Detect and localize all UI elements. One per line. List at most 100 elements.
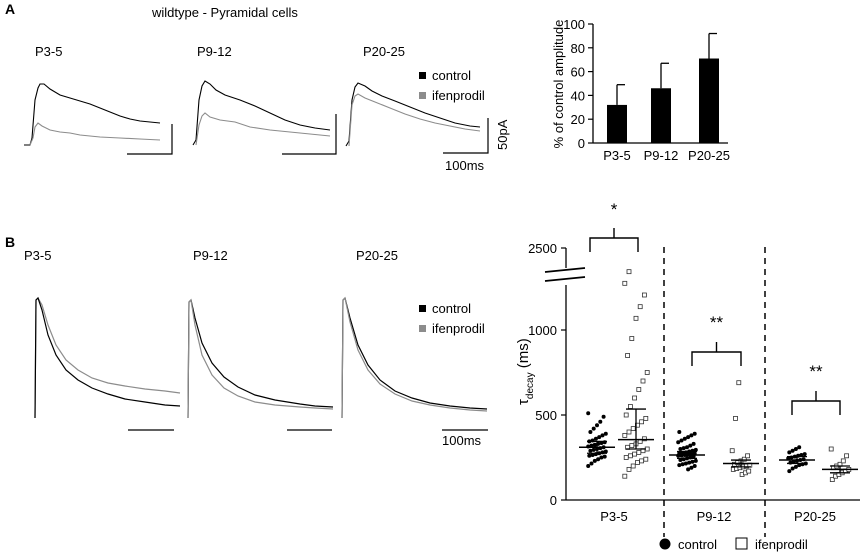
scatter-category-label: P9-12	[697, 509, 732, 524]
panel-a-legend: control ifenprodil	[419, 68, 485, 103]
trace-b2-ifenprodil	[187, 298, 334, 419]
bar-P20-25	[699, 58, 719, 144]
trace-a1-ifenprodil	[29, 122, 161, 146]
bar-P3-5	[607, 104, 627, 143]
ifenprodil-point	[829, 477, 835, 483]
control-point	[602, 454, 607, 459]
bar-category-label: P20-25	[688, 148, 730, 163]
trace-a2-control	[192, 80, 331, 146]
control-point	[603, 431, 608, 436]
panel-b-legend: control ifenprodil	[419, 301, 485, 336]
control-point	[599, 455, 604, 460]
control-point	[793, 447, 798, 451]
ifenprodil-point	[629, 336, 635, 341]
control-point	[599, 441, 604, 446]
control-point	[597, 435, 602, 440]
legend-b-ifenprodil-label: ifenprodil	[432, 321, 485, 336]
ifenprodil-point	[630, 463, 636, 469]
control-point	[593, 436, 598, 441]
control-point	[588, 430, 593, 434]
control-point	[678, 447, 683, 451]
ifenprodil-point	[643, 415, 649, 421]
control-point	[689, 433, 694, 438]
scatter-ytick-label: 500	[535, 408, 557, 423]
legend-a-ifenprodil-label: ifenprodil	[432, 88, 485, 103]
ifenprodil-point	[741, 456, 747, 462]
control-point	[787, 469, 792, 474]
control-point	[693, 458, 698, 463]
bar-ytick-label: 60	[571, 65, 585, 80]
trace-a3-control	[345, 82, 481, 147]
scale-current-label: 50pA	[495, 119, 510, 150]
scatter-legend-control-label: control	[678, 537, 717, 552]
ifenprodil-point	[746, 468, 752, 474]
ifenprodil-point	[626, 466, 632, 472]
scale-bar-a2	[282, 114, 337, 155]
panel-a-traces	[24, 80, 481, 147]
significance-bracket	[589, 228, 639, 252]
ifenprodil-point	[745, 453, 750, 459]
ifenprodil-point	[840, 458, 846, 464]
ifenprodil-point	[622, 473, 628, 479]
ifenprodil-point	[632, 451, 637, 457]
ifenprodil-point	[636, 449, 642, 455]
significance-marker: **	[809, 362, 823, 381]
scale-time-label-b: 100ms	[442, 433, 482, 448]
ifenprodil-point	[622, 280, 628, 286]
panel-a-age-label-2: P9-12	[197, 44, 232, 59]
control-point	[586, 411, 591, 416]
control-point	[685, 445, 689, 450]
significance-marker: **	[710, 313, 724, 332]
bar-ytick-label: 20	[571, 112, 585, 127]
control-point	[596, 457, 601, 462]
ifenprodil-point	[736, 380, 742, 386]
panel-a-age-label-1: P3-5	[35, 44, 62, 59]
ifenprodil-point	[628, 453, 633, 459]
scatter-axis-break-1	[544, 267, 586, 273]
legend-a-control-marker	[419, 72, 426, 79]
control-point	[799, 452, 804, 457]
ifenprodil-point	[828, 446, 834, 452]
panel-a-title: wildtype - Pyramidal cells	[151, 5, 298, 20]
scatter-category-label: P20-25	[794, 509, 836, 524]
control-point	[677, 463, 682, 468]
scatter-ylabel: τdecay (ms)	[515, 338, 536, 405]
control-point	[677, 430, 682, 434]
ifenprodil-point	[629, 443, 635, 449]
control-point	[682, 436, 687, 441]
control-point	[586, 464, 591, 468]
scatter-ylabel-suffix: (ms)	[515, 338, 532, 372]
control-point	[592, 442, 597, 447]
ifenprodil-point	[636, 387, 642, 392]
ifenprodil-point	[633, 315, 639, 321]
ifenprodil-point	[642, 292, 647, 298]
panel-b-traces	[34, 296, 488, 419]
control-point	[691, 441, 696, 446]
ifenprodil-point	[644, 370, 650, 375]
control-point	[687, 460, 692, 465]
ifenprodil-point	[626, 429, 632, 435]
bar-ytick-label: 100	[563, 17, 585, 32]
trace-b3-ifenprodil	[341, 296, 488, 419]
ifenprodil-point	[623, 412, 629, 418]
scatter-ytick-label: 0	[550, 493, 557, 508]
panel-a-label: A	[5, 1, 15, 17]
trace-b3-control	[341, 296, 488, 419]
panel-b-label: B	[5, 234, 15, 250]
ifenprodil-point	[622, 432, 628, 438]
control-point	[797, 445, 802, 450]
trace-b2-control	[187, 298, 334, 419]
ifenprodil-point	[639, 458, 644, 464]
scatter-axis-break-2	[544, 276, 586, 282]
panel-b-age-label-3: P20-25	[356, 248, 398, 263]
control-point	[600, 433, 605, 438]
control-point	[591, 447, 596, 452]
scatter-ytick-label: 2500	[528, 241, 557, 256]
control-point	[591, 426, 596, 431]
control-point	[603, 449, 608, 454]
legend-b-control-label: control	[432, 301, 471, 316]
panel-b-age-label-1: P3-5	[24, 248, 51, 263]
scatter-legend-ifenprodil-marker	[735, 537, 748, 550]
ifenprodil-point	[844, 453, 849, 459]
